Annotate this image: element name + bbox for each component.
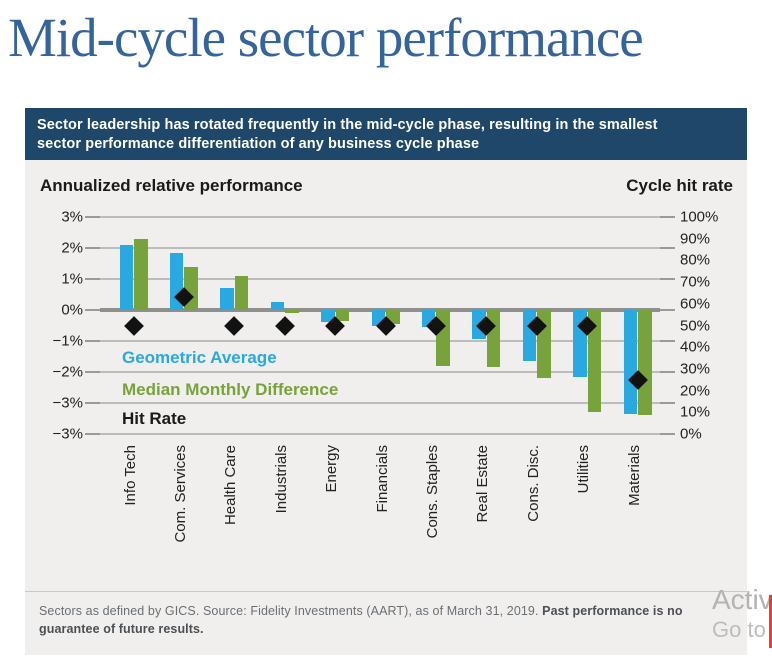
hit-rate-diamond xyxy=(274,315,295,336)
left-axis-tick xyxy=(85,340,100,342)
gridline xyxy=(100,371,660,373)
x-axis-category-label: Com. Services xyxy=(171,445,189,543)
legend-item: Hit Rate xyxy=(122,409,187,428)
right-axis-label: 30% xyxy=(680,360,711,378)
x-axis-category-label: Cons. Staples xyxy=(423,445,441,539)
right-axis-label: 0% xyxy=(680,425,702,443)
median-monthly-difference-bar xyxy=(285,310,299,314)
chart-card: Sector leadership has rotated frequently… xyxy=(25,108,747,655)
right-axis-label: 90% xyxy=(680,230,711,248)
source-note-bold: Past performance is no guarantee of futu… xyxy=(39,604,683,637)
source-note: Sectors as defined by GICS. Source: Fide… xyxy=(25,591,747,638)
median-monthly-difference-bar xyxy=(587,310,602,413)
x-axis-category-label: Health Care xyxy=(222,445,240,526)
x-axis-category-label: Energy xyxy=(323,445,341,493)
right-axis-label: 20% xyxy=(680,382,711,400)
median-monthly-difference-bar xyxy=(134,238,148,310)
gridline xyxy=(100,433,660,435)
left-axis-label: 1% xyxy=(61,270,83,288)
left-axis-label: 2% xyxy=(61,239,83,257)
x-axis-category-label: Real Estate xyxy=(474,445,492,523)
geometric-average-bar xyxy=(270,302,285,310)
geometric-average-bar xyxy=(220,288,234,310)
right-axis-tick xyxy=(660,433,675,435)
chart-banner-text: Sector leadership has rotated frequently… xyxy=(37,117,658,153)
median-monthly-difference-bar xyxy=(638,310,652,416)
right-axis-tick xyxy=(660,402,675,404)
legend-item: Median Monthly Difference xyxy=(122,380,339,399)
left-axis-label: −3% xyxy=(52,394,83,412)
right-axis-title: Cycle hit rate xyxy=(626,176,733,195)
right-axis-tick xyxy=(660,371,675,373)
left-axis-label: −3% xyxy=(52,425,83,443)
right-axis-label: 50% xyxy=(680,317,711,334)
right-axis-tick xyxy=(660,247,675,249)
left-axis-tick xyxy=(85,433,100,435)
page-title: Mid-cycle sector performance xyxy=(8,7,644,68)
x-axis-category-label: Cons. Disc. xyxy=(524,445,542,522)
right-axis-label: 10% xyxy=(680,403,711,421)
right-axis-label: 80% xyxy=(680,251,711,269)
activate-windows-watermark-line1: Activ xyxy=(712,584,772,615)
plot-area: 3% 2% 1% 0% −1% −2% −3% −3% 100% 90% 80% 70% 60% 50% 4… xyxy=(25,108,747,655)
left-axis-tick xyxy=(85,247,100,249)
median-monthly-difference-bar xyxy=(234,275,249,310)
hit-rate-diamond xyxy=(123,315,144,336)
x-axis-category-label: Industrials xyxy=(272,445,290,514)
left-axis-label: 3% xyxy=(61,208,83,226)
right-axis-label: 70% xyxy=(680,273,711,291)
right-axis-tick xyxy=(660,309,675,311)
hit-rate-diamond xyxy=(224,315,245,336)
right-axis-label: 100% xyxy=(680,208,719,226)
left-axis-title: Annualized relative performance xyxy=(40,176,303,195)
gridline xyxy=(100,402,660,404)
left-axis-tick xyxy=(85,278,100,280)
right-axis-label: 40% xyxy=(680,338,711,356)
x-axis-category-label: Materials xyxy=(625,445,643,506)
legend-item: Geometric Average xyxy=(122,348,277,367)
left-axis-label: −1% xyxy=(52,332,83,350)
left-axis-tick xyxy=(85,216,100,218)
left-axis-tick xyxy=(85,371,100,373)
gridline xyxy=(100,340,660,342)
screen-edge-red-artifact xyxy=(769,595,772,648)
right-axis-tick xyxy=(660,340,675,342)
gridline xyxy=(100,278,660,280)
geometric-average-bar xyxy=(119,244,133,310)
left-axis-tick xyxy=(85,402,100,404)
right-axis-label: 60% xyxy=(680,295,711,313)
right-axis-tick xyxy=(660,216,675,218)
source-note-regular: Sectors as defined by GICS. Source: Fide… xyxy=(39,604,543,618)
right-axis-tick xyxy=(660,278,675,280)
left-axis-label: 0% xyxy=(61,301,83,319)
gridline xyxy=(100,216,660,218)
geometric-average-bar xyxy=(623,310,637,414)
x-axis-category-label: Info Tech xyxy=(121,445,139,506)
left-axis-tick xyxy=(85,309,100,311)
chart-banner: Sector leadership has rotated frequently… xyxy=(25,108,747,160)
x-axis-category-label: Utilities xyxy=(575,445,593,494)
x-axis-category-label: Financials xyxy=(373,445,391,513)
gridline xyxy=(100,247,660,249)
activate-windows-watermark-line2: Go to xyxy=(712,617,766,642)
left-axis-label: −2% xyxy=(52,363,83,381)
median-monthly-difference-bar xyxy=(335,310,350,321)
